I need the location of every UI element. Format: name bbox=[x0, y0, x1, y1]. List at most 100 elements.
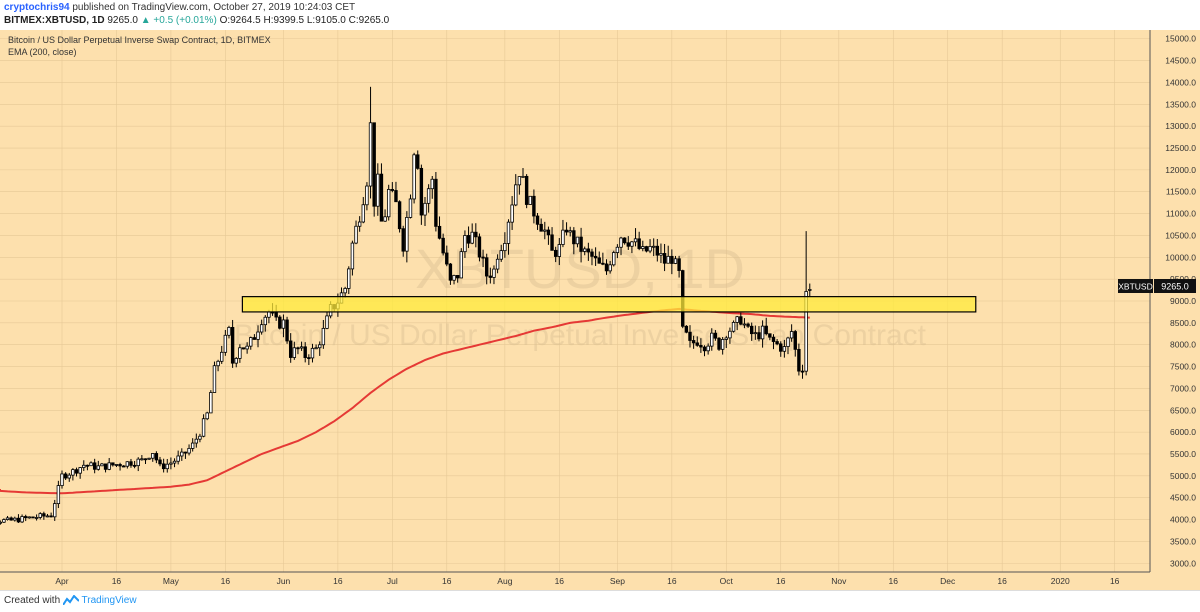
candle bbox=[434, 171, 438, 232]
change-value: ▲ +0.5 (+0.01%) bbox=[140, 15, 217, 26]
candle bbox=[347, 266, 351, 295]
candle-body-up bbox=[742, 323, 747, 326]
candle-body-up bbox=[190, 442, 195, 449]
candle bbox=[539, 218, 543, 232]
candle-body-up bbox=[347, 268, 351, 289]
zone-layer[interactable] bbox=[241, 296, 977, 313]
candle bbox=[499, 244, 503, 262]
price-tick-label: 12000.0 bbox=[1165, 165, 1196, 175]
candle bbox=[111, 462, 115, 467]
candle bbox=[637, 231, 641, 251]
candle bbox=[797, 343, 801, 376]
candle-body-down bbox=[597, 257, 601, 264]
candle bbox=[416, 150, 420, 170]
candle-body-down bbox=[274, 311, 278, 318]
candle bbox=[56, 480, 61, 509]
candle-body-down bbox=[750, 325, 754, 335]
candle-body-down bbox=[372, 122, 376, 207]
candle-body-down bbox=[688, 331, 692, 341]
candle bbox=[666, 245, 670, 264]
candle-body-down bbox=[241, 347, 246, 350]
time-axis[interactable]: Apr 16 May 16 Jun 16 Jul 16 Aug 16 Sep 16 Oct 16 Nov 16… bbox=[55, 576, 1119, 586]
candle bbox=[325, 311, 329, 330]
candle bbox=[488, 267, 493, 284]
created-with-label: Created with bbox=[4, 595, 61, 606]
candle bbox=[423, 196, 427, 227]
candle-body-down bbox=[307, 357, 311, 359]
candle bbox=[579, 227, 583, 263]
candle bbox=[659, 243, 663, 264]
candle bbox=[485, 253, 489, 285]
candle-body-down bbox=[31, 516, 35, 519]
legend-indicator[interactable]: EMA (200, close) bbox=[8, 47, 77, 57]
candle bbox=[230, 319, 235, 368]
candle bbox=[466, 226, 471, 249]
candle-body-down bbox=[132, 464, 137, 467]
candle-body-up bbox=[557, 244, 562, 257]
candle-body-down bbox=[637, 238, 641, 249]
candle bbox=[608, 260, 612, 274]
time-tick-label: 16 bbox=[776, 576, 786, 586]
candle-body-down bbox=[154, 453, 159, 461]
candle-body-up bbox=[786, 337, 790, 347]
high-value: H:9399.5 bbox=[263, 15, 305, 26]
candle bbox=[296, 346, 300, 355]
candle-body-down bbox=[775, 341, 779, 345]
candle-body-up bbox=[386, 189, 391, 218]
candle bbox=[593, 247, 598, 266]
candle bbox=[448, 262, 453, 285]
candle bbox=[768, 333, 772, 341]
candle bbox=[354, 220, 358, 245]
candle-body-up bbox=[314, 347, 318, 350]
candle bbox=[630, 240, 634, 254]
candle bbox=[136, 457, 140, 472]
candle bbox=[735, 315, 739, 331]
candle-body-up bbox=[136, 458, 140, 467]
price-tick-label: 6000.0 bbox=[1170, 427, 1196, 437]
candle bbox=[310, 343, 315, 363]
candle-body-down bbox=[691, 340, 696, 344]
price-tick-label: 10000.0 bbox=[1165, 252, 1196, 262]
candle-body-down bbox=[684, 325, 689, 333]
candle-body-down bbox=[49, 515, 53, 518]
candle bbox=[782, 339, 787, 358]
chart-area[interactable]: XBTUSD, 1D Bitcoin / US Dollar Perpetual… bbox=[0, 30, 1200, 590]
candle bbox=[151, 453, 155, 462]
candle bbox=[779, 341, 783, 357]
candle bbox=[100, 462, 104, 467]
candle-body-up bbox=[706, 345, 710, 352]
candle-body-down bbox=[477, 236, 482, 258]
candle bbox=[96, 460, 100, 471]
candle-body-down bbox=[626, 242, 630, 247]
candle-body-up bbox=[495, 258, 500, 270]
price-chart[interactable]: XBTUSD, 1D Bitcoin / US Dollar Perpetual… bbox=[0, 30, 1200, 590]
tradingview-brand[interactable]: TradingView bbox=[81, 595, 137, 606]
candle-body-down bbox=[401, 228, 405, 252]
candle bbox=[357, 216, 362, 232]
candle-body-down bbox=[445, 252, 449, 265]
candle-body-up bbox=[651, 245, 656, 248]
candle bbox=[307, 354, 311, 365]
candle bbox=[524, 174, 529, 209]
candle-body-up bbox=[612, 252, 616, 266]
candle-body-down bbox=[183, 451, 188, 454]
time-tick-label: Jul bbox=[387, 576, 398, 586]
time-tick-label: 16 bbox=[889, 576, 899, 586]
publisher-name[interactable]: cryptochris94 bbox=[4, 2, 70, 13]
publish-line: cryptochris94 published on TradingView.c… bbox=[4, 2, 355, 13]
candle-body-down bbox=[779, 343, 783, 352]
candle bbox=[731, 320, 736, 333]
candle bbox=[343, 286, 347, 298]
candle bbox=[481, 249, 485, 268]
low-value: L:9105.0 bbox=[306, 15, 346, 26]
support-resistance-zone[interactable] bbox=[241, 296, 977, 313]
candle bbox=[74, 467, 79, 477]
candle-body-up bbox=[426, 188, 431, 204]
candle-body-up bbox=[165, 463, 169, 470]
candle bbox=[20, 514, 24, 523]
candle-body-up bbox=[731, 322, 736, 332]
candle-body-up bbox=[234, 358, 238, 364]
candle-body-down bbox=[252, 337, 257, 340]
time-tick-label: 16 bbox=[667, 576, 677, 586]
candle bbox=[452, 274, 456, 285]
